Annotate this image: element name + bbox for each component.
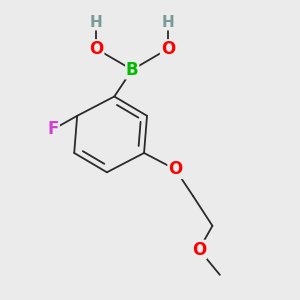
- Text: O: O: [161, 40, 175, 58]
- Text: O: O: [89, 40, 103, 58]
- Text: O: O: [192, 241, 206, 259]
- Text: B: B: [126, 61, 139, 79]
- Text: F: F: [48, 120, 59, 138]
- Text: O: O: [168, 160, 182, 178]
- Text: H: H: [161, 15, 174, 30]
- Text: H: H: [90, 15, 103, 30]
